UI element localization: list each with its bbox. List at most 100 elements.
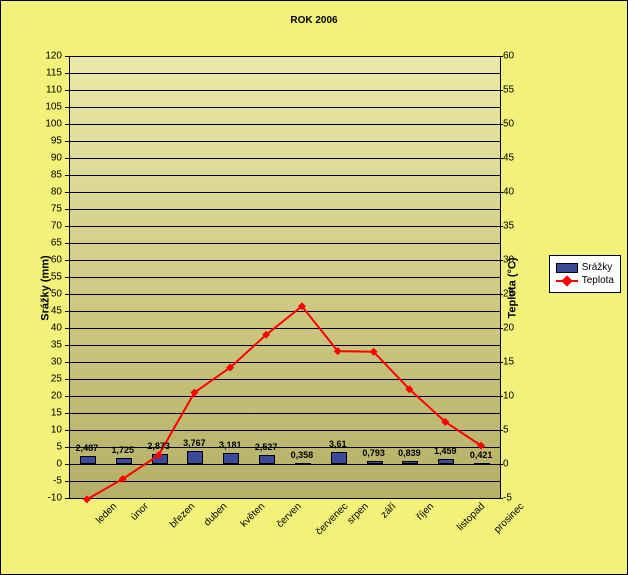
tickmark: [65, 56, 69, 57]
tickmark: [65, 226, 69, 227]
x-tick-label: listopad: [455, 501, 487, 533]
y-tick-right: 50: [503, 119, 514, 130]
x-tick-label: říjen: [415, 501, 437, 523]
y-tick-left: 25: [51, 374, 62, 385]
tickmark: [65, 192, 69, 193]
x-tick-label: květen: [239, 501, 268, 530]
y-tick-right: 15: [503, 357, 514, 368]
tickmark: [499, 158, 503, 159]
tickmark: [499, 396, 503, 397]
tickmark: [499, 56, 503, 57]
y-tick-left: 105: [45, 102, 62, 113]
tickmark: [499, 90, 503, 91]
tickmark: [65, 481, 69, 482]
y-tick-left: 75: [51, 204, 62, 215]
y-tick-right: 20: [503, 323, 514, 334]
tickmark: [65, 311, 69, 312]
tickmark: [65, 396, 69, 397]
tickmark: [499, 362, 503, 363]
y-tick-left: 65: [51, 238, 62, 249]
tickmark: [65, 107, 69, 108]
y-tick-left: 70: [51, 221, 62, 232]
tickmark: [65, 90, 69, 91]
temp-line: [87, 306, 481, 499]
tickmark: [499, 498, 503, 499]
y-tick-left: -5: [53, 476, 62, 487]
chart-frame: ROK 2006 Srážky (mm) Teplota (°C) Srážky…: [0, 0, 628, 575]
y-tick-left: 100: [45, 119, 62, 130]
bar-value-label: 3,61: [329, 439, 347, 449]
bar-value-label: 1,459: [434, 446, 457, 456]
bar-value-label: 2,527: [255, 442, 278, 452]
y-tick-left: 95: [51, 136, 62, 147]
legend-swatch-bars: [556, 263, 578, 273]
y-tick-right: 25: [503, 289, 514, 300]
tickmark: [499, 464, 503, 465]
legend-item-line: Teplota: [556, 275, 614, 286]
x-tick-label: únor: [129, 501, 151, 523]
x-tick-label: prosinec: [492, 501, 527, 536]
y-tick-right: 0: [503, 459, 509, 470]
y-tick-left: 115: [46, 68, 62, 79]
y-tick-left: 55: [51, 272, 62, 283]
legend: Srážky Teplota: [549, 255, 621, 293]
y-tick-left: 60: [51, 255, 62, 266]
bar-value-label: 0,358: [291, 450, 314, 460]
tickmark: [65, 294, 69, 295]
legend-swatch-line: [556, 276, 578, 286]
tickmark: [65, 209, 69, 210]
bar-value-label: 2,487: [76, 443, 99, 453]
tickmark: [499, 430, 503, 431]
tickmark: [499, 192, 503, 193]
bar-value-label: 3,181: [219, 440, 242, 450]
tickmark: [65, 73, 69, 74]
y-axis-right-label: Teplota (°C): [506, 257, 518, 318]
tickmark: [65, 328, 69, 329]
y-tick-left: 110: [46, 85, 62, 96]
x-tick-label: srpen: [345, 501, 370, 526]
tickmark: [65, 243, 69, 244]
y-tick-right: 35: [503, 221, 514, 232]
bar-value-label: 0,421: [470, 450, 493, 460]
y-tick-right: 45: [503, 153, 514, 164]
y-tick-left: 40: [51, 323, 62, 334]
tickmark: [65, 260, 69, 261]
tickmark: [65, 277, 69, 278]
y-tick-left: 85: [51, 170, 62, 181]
temp-marker: [83, 495, 91, 503]
y-tick-right: 5: [503, 425, 509, 436]
gridline: [70, 498, 500, 499]
bar-value-label: 0,839: [398, 448, 421, 458]
tickmark: [65, 345, 69, 346]
y-tick-left: 45: [51, 306, 62, 317]
tickmark: [65, 430, 69, 431]
y-tick-left: 10: [51, 425, 62, 436]
tickmark: [65, 141, 69, 142]
tickmark: [65, 362, 69, 363]
y-tick-right: 30: [503, 255, 514, 266]
y-tick-left: 80: [51, 187, 62, 198]
x-tick-label: duben: [203, 501, 230, 528]
bar-value-label: 2,873: [147, 441, 170, 451]
y-tick-left: 35: [51, 340, 62, 351]
y-tick-right: 10: [503, 391, 514, 402]
y-tick-left: 0: [56, 459, 62, 470]
bar-value-label: 3,767: [183, 438, 206, 448]
line-overlay: [69, 56, 499, 498]
chart-title: ROK 2006: [1, 15, 627, 26]
tickmark: [65, 158, 69, 159]
tickmark: [65, 498, 69, 499]
bar-value-label: 0,793: [362, 448, 385, 458]
x-tick-label: červen: [275, 501, 304, 530]
tickmark: [65, 379, 69, 380]
bar-value-label: 1,725: [111, 445, 134, 455]
legend-label-line: Teplota: [582, 275, 614, 286]
legend-item-bars: Srážky: [556, 262, 614, 273]
y-tick-left: 50: [51, 289, 62, 300]
legend-label-bars: Srážky: [582, 262, 613, 273]
x-tick-label: březen: [168, 501, 197, 530]
y-tick-right: 60: [503, 51, 514, 62]
tickmark: [65, 447, 69, 448]
tickmark: [499, 226, 503, 227]
y-tick-left: 30: [51, 357, 62, 368]
